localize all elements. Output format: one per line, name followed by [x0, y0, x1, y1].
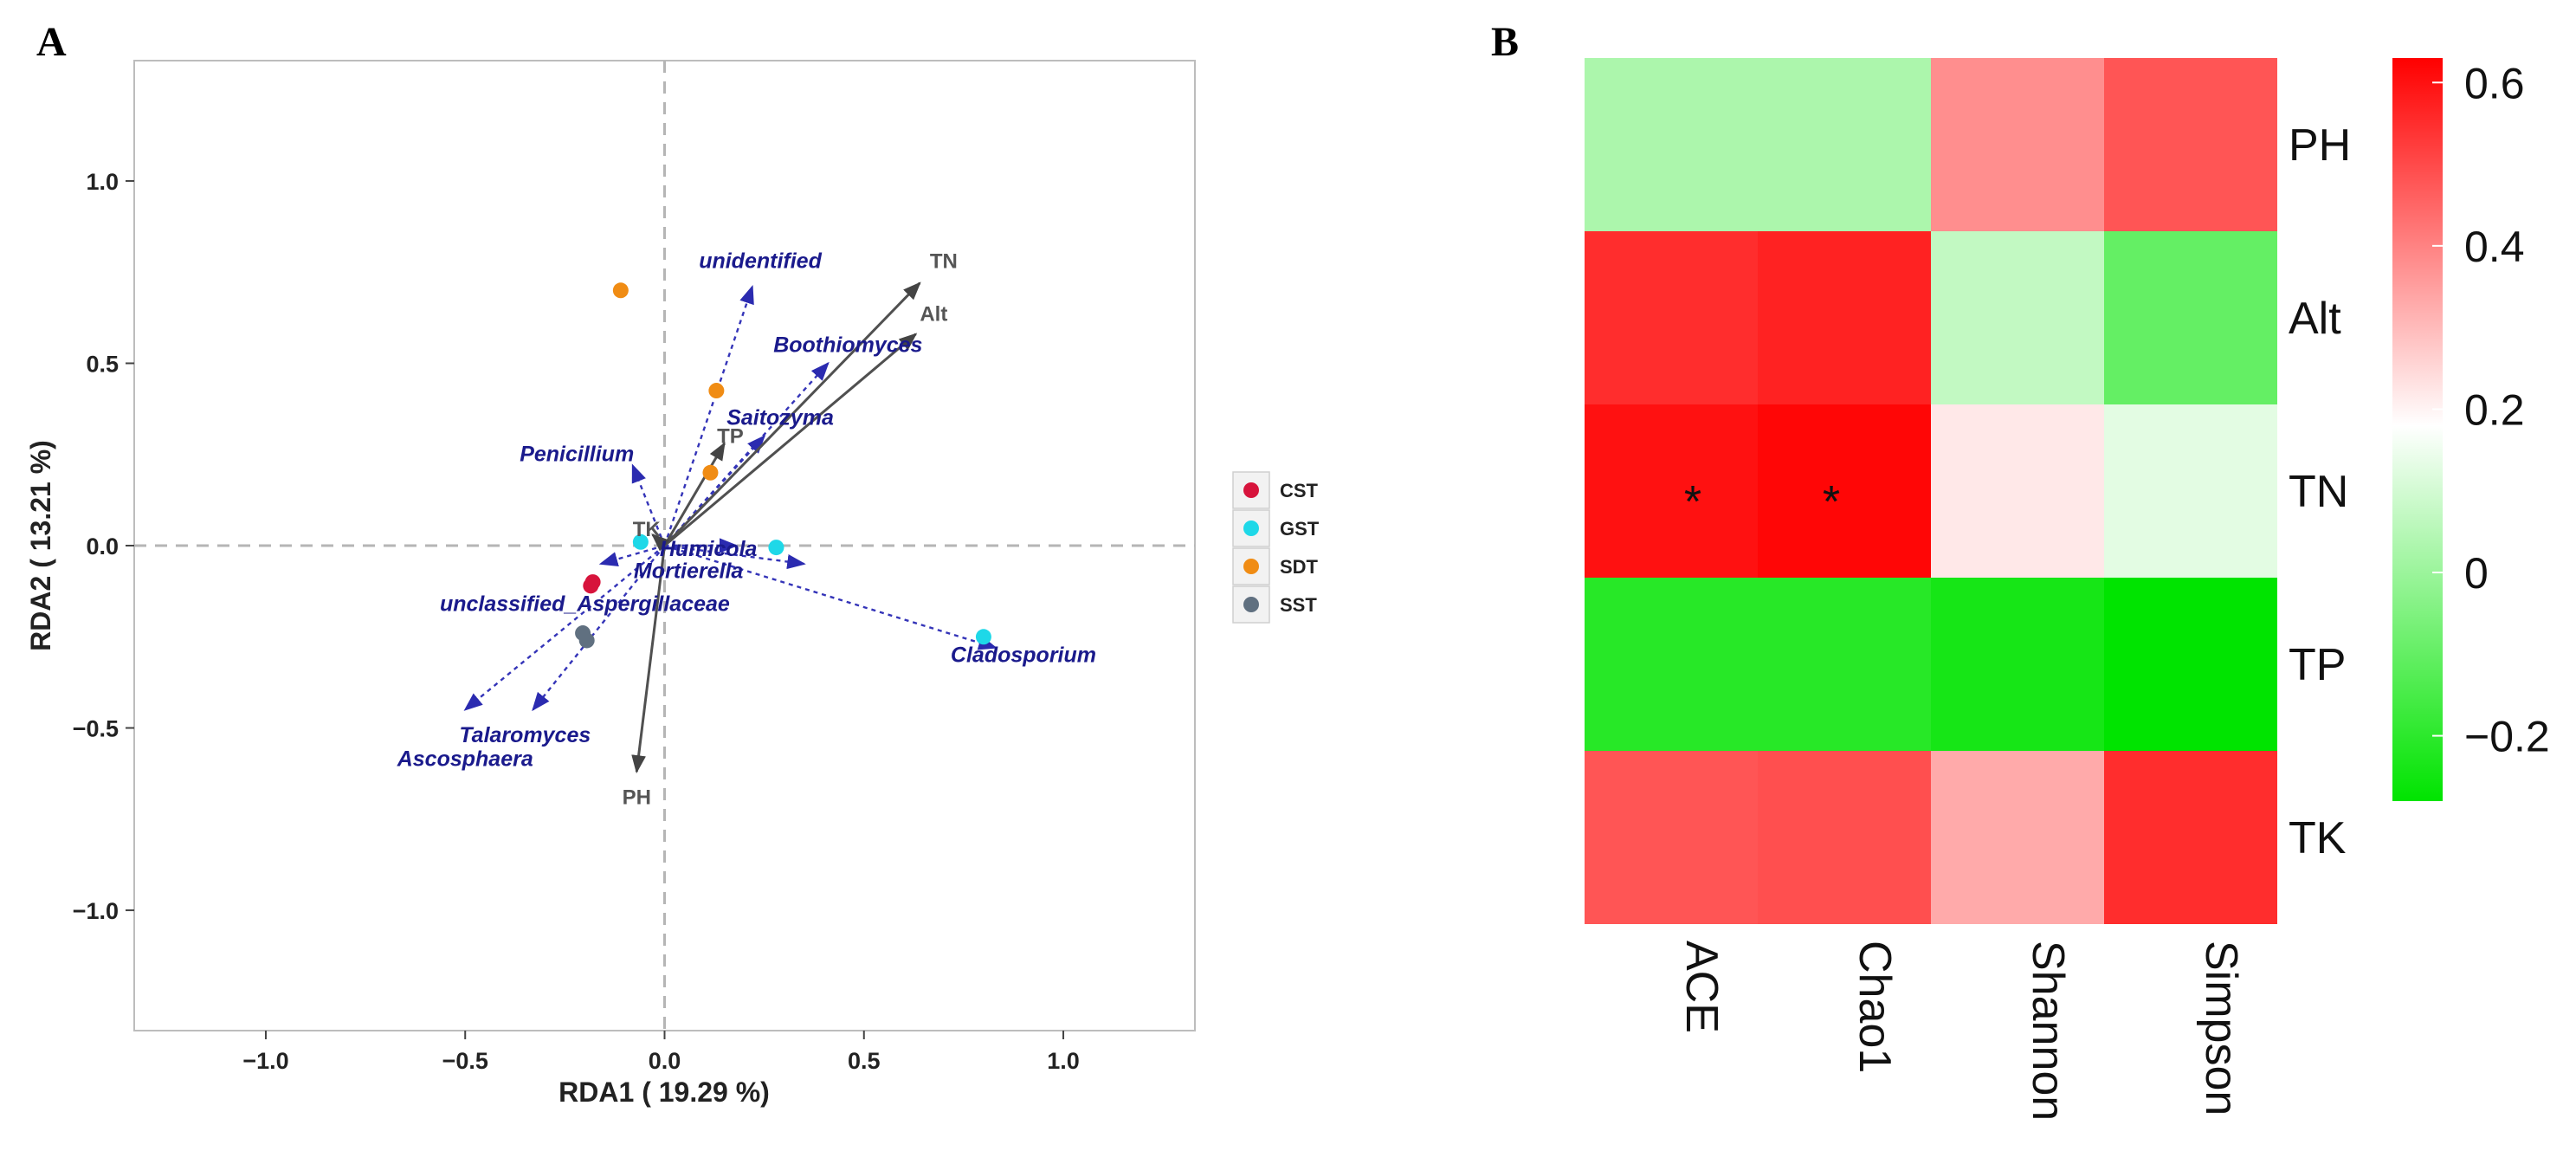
rda-y-tick-label: 0.0	[86, 533, 119, 559]
heatmap-col-label-shannon: Shannon	[2023, 941, 2073, 1121]
heatmap-cell-alt-chao1	[1758, 231, 1931, 404]
rda-x-tick-label: 0.0	[649, 1048, 681, 1074]
heatmap-cell-tk-chao1	[1758, 751, 1931, 924]
legend-key-gst	[1243, 521, 1259, 536]
heatmap-row-label-ph: PH	[2289, 120, 2351, 171]
colorbar-tick-label: 0.6	[2464, 59, 2525, 107]
species-vector-mortierella	[664, 544, 806, 570]
heatmap-cell-tk-shannon	[1931, 751, 2104, 924]
legend-label-cst: CST	[1280, 480, 1319, 501]
env-label-tn: TN	[930, 250, 958, 274]
heatmap-cell-tp-ace	[1585, 578, 1758, 751]
colorbar-tick-label: 0	[2464, 549, 2489, 598]
heatmap-cell-tp-shannon	[1931, 578, 2104, 751]
legend-key-cst	[1243, 482, 1259, 498]
species-label-humicola: Humicola	[660, 537, 758, 561]
heatmap-cell-tp-chao1	[1758, 578, 1931, 751]
rda-y-tick-label: 0.5	[86, 351, 119, 377]
heatmap-row-label-tn: TN	[2289, 467, 2348, 517]
env-vector-tk	[651, 533, 670, 552]
species-label-penicillium: Penicillium	[520, 443, 634, 467]
env-label-ph: PH	[623, 786, 651, 810]
species-vector-saitozyma	[663, 435, 766, 546]
heatmap-cell-tk-simpson	[2104, 751, 2277, 924]
legend-label-sst: SST	[1280, 594, 1317, 616]
heatmap-cell-ph-ace	[1585, 58, 1758, 231]
heatmap-cell-tn-chao1	[1758, 404, 1931, 578]
heatmap-cell-ph-chao1	[1758, 58, 1931, 231]
rda-biplot: −1.0 −0.5 0.0 0.5 1.0 1.0 0.5 0.0 −0.5 −1.0 TN Alt…	[25, 60, 1320, 1108]
species-label-mortierella: Mortierella	[634, 559, 744, 583]
species-label-unidentified: unidentified	[699, 249, 822, 274]
significance-star: *	[1684, 477, 1701, 527]
heatmap-col-label-ace: ACE	[1676, 941, 1727, 1033]
legend-label-sdt: SDT	[1280, 556, 1319, 578]
heatmap-row-label-tk: TK	[2289, 813, 2347, 863]
heatmap-cell-alt-simpson	[2104, 231, 2277, 404]
species-label-unclassified-aspergillaceae: unclassified_Aspergillaceae	[440, 592, 730, 616]
sample-point-cst	[583, 578, 599, 594]
sample-point-sst	[578, 632, 595, 649]
species-label-talaromyces: Talaromyces	[459, 723, 591, 747]
heatmap-col-label-chao1: Chao1	[1850, 941, 1900, 1073]
species-label-cladosporium: Cladosporium	[951, 643, 1096, 667]
env-vector-tp	[663, 442, 726, 546]
env-vector-tn	[663, 281, 921, 547]
colorbar-tick-label: 0.2	[2464, 385, 2525, 434]
rda-y-tick-label: −0.5	[73, 716, 119, 742]
rda-x-tick-label: −0.5	[442, 1048, 488, 1074]
rda-x-tick-label: −1.0	[242, 1048, 288, 1074]
heatmap-cell-tn-simpson	[2104, 404, 2277, 578]
heatmap-cell-tp-simpson	[2104, 578, 2277, 751]
heatmap-cell-alt-shannon	[1931, 231, 2104, 404]
species-label-saitozyma: Saitozyma	[726, 406, 834, 430]
species-vector-penicillium	[631, 463, 666, 546]
colorbar-tick-label: 0.4	[2464, 223, 2525, 271]
species-label-ascosphaera: Ascosphaera	[397, 747, 533, 771]
significance-star: *	[1823, 477, 1840, 527]
colorbar	[2392, 58, 2443, 801]
legend-key-sdt	[1243, 559, 1259, 574]
env-vector-alt	[663, 333, 918, 547]
sample-point-gst	[632, 533, 649, 550]
rda-y-axis-title: RDA2 ( 13.21 %)	[25, 440, 56, 651]
rda-legend: CST GST SDT SST	[1232, 471, 1320, 624]
species-vector-unidentified	[663, 285, 754, 546]
heatmap-cell-tn-shannon	[1931, 404, 2104, 578]
sample-point-sdt	[612, 282, 629, 299]
sample-point-gst	[768, 540, 784, 556]
legend-key-box	[1232, 471, 1270, 509]
species-label-boothiomyces: Boothiomyces	[773, 333, 922, 357]
panel-b-label: B	[1491, 19, 1519, 65]
heatmap-cell-ph-shannon	[1931, 58, 2104, 231]
colorbar-tick-label: −0.2	[2464, 713, 2550, 761]
species-vector-talaromyces	[532, 545, 666, 712]
env-label-tp: TP	[717, 425, 744, 449]
legend-label-gst: GST	[1280, 518, 1320, 540]
rda-y-tick-label: −1.0	[73, 898, 119, 924]
heatmap-cell-tn-ace	[1585, 404, 1758, 578]
env-label-alt: Alt	[920, 303, 947, 327]
heatmap-col-label-simpson: Simpson	[2196, 941, 2246, 1115]
rda-y-tick-label: 1.0	[86, 169, 119, 195]
heatmap-cell-alt-ace	[1585, 231, 1758, 404]
heatmap-row-label-alt: Alt	[2289, 294, 2341, 344]
heatmap-cell-ph-simpson	[2104, 58, 2277, 231]
sample-point-sdt	[702, 464, 719, 481]
legend-key-sst	[1243, 597, 1259, 612]
rda-x-axis-title: RDA1 ( 19.29 %)	[558, 1077, 770, 1108]
rda-x-tick-label: 0.5	[848, 1048, 881, 1074]
sample-point-sdt	[708, 383, 725, 399]
env-label-tk: TK	[633, 518, 662, 541]
correlation-heatmap: * * PH Alt TN TP TK ACE Chao1 Shannon Simpson 0.…	[1585, 58, 2550, 1121]
sample-point-gst	[975, 629, 991, 645]
env-vector-ph	[631, 545, 666, 774]
heatmap-cell-tk-ace	[1585, 751, 1758, 924]
heatmap-row-label-tp: TP	[2289, 640, 2346, 690]
rda-x-tick-label: 1.0	[1047, 1048, 1080, 1074]
species-vector-cladosporium	[664, 544, 997, 650]
panel-a-label: A	[36, 19, 67, 65]
